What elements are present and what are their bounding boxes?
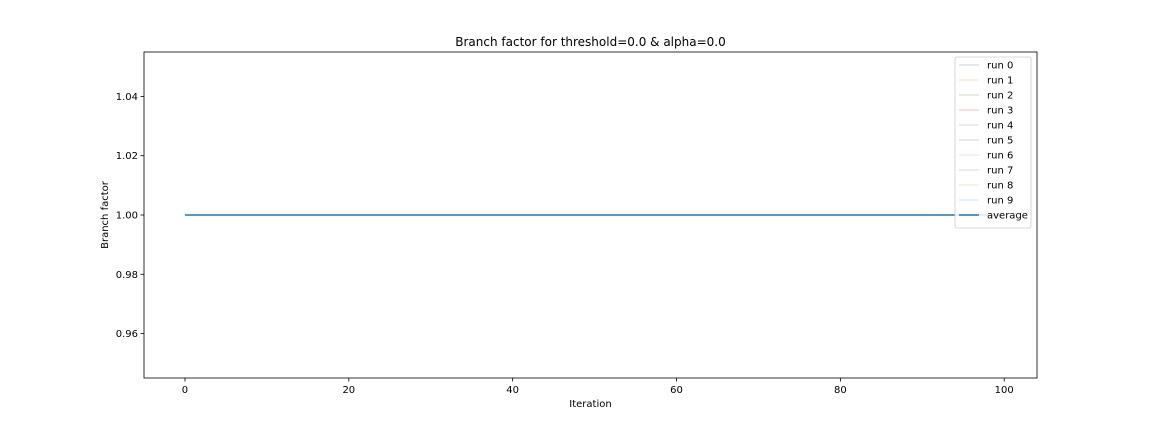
x-tick-label: 40 bbox=[506, 385, 519, 396]
x-tick-label: 20 bbox=[342, 385, 355, 396]
x-tick-label: 60 bbox=[670, 385, 683, 396]
y-axis-label: Branch factor bbox=[100, 180, 111, 249]
y-tick-label: 0.96 bbox=[116, 329, 138, 340]
legend-box bbox=[954, 56, 1032, 229]
x-tick-label: 100 bbox=[995, 385, 1014, 396]
x-tick-label: 80 bbox=[834, 385, 847, 396]
legend-label: run 4 bbox=[987, 121, 1013, 132]
y-axis-ticks: 0.96 0.98 1.00 1.02 1.04 bbox=[116, 92, 144, 340]
legend-label: run 2 bbox=[987, 91, 1013, 102]
x-axis-label: Iteration bbox=[569, 399, 611, 410]
legend-label: average bbox=[987, 211, 1028, 222]
y-tick-label: 1.04 bbox=[116, 92, 138, 103]
legend-label: run 8 bbox=[987, 181, 1013, 192]
legend-label: run 0 bbox=[987, 61, 1013, 72]
x-axis-ticks: 0 20 40 60 80 100 bbox=[182, 378, 1014, 396]
chart-title: Branch factor for threshold=0.0 & alpha=… bbox=[455, 35, 725, 49]
plot-area bbox=[143, 51, 1038, 379]
legend-label: run 6 bbox=[987, 151, 1013, 162]
legend-label: run 1 bbox=[987, 76, 1013, 87]
legend-label: run 9 bbox=[987, 196, 1013, 207]
y-tick-label: 0.98 bbox=[116, 270, 138, 281]
y-tick-label: 1.00 bbox=[116, 211, 138, 222]
y-tick-label: 1.02 bbox=[116, 151, 138, 162]
legend: run 0 run 1 run 2 run 3 run 4 run 5 run 6 run 7… bbox=[954, 56, 1032, 229]
legend-label: run 5 bbox=[987, 136, 1013, 147]
legend-label: run 7 bbox=[987, 166, 1013, 177]
x-tick-label: 0 bbox=[182, 385, 188, 396]
legend-label: run 3 bbox=[987, 106, 1013, 117]
